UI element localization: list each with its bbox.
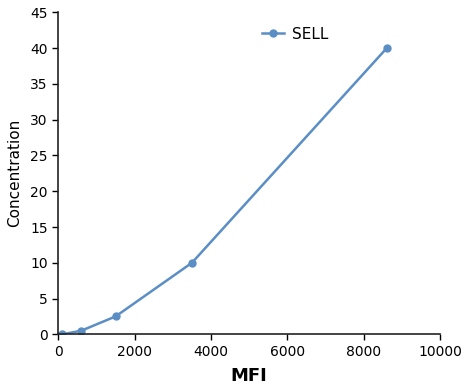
SELL [384, 46, 389, 51]
Line: SELL: SELL [59, 45, 390, 338]
SELL [113, 314, 118, 319]
X-axis label: MFI: MFI [231, 367, 268, 385]
Y-axis label: Concentration: Concentration [7, 119, 22, 227]
Legend: SELL: SELL [262, 27, 328, 42]
SELL [78, 328, 84, 333]
SELL [59, 332, 65, 337]
SELL [189, 260, 195, 265]
